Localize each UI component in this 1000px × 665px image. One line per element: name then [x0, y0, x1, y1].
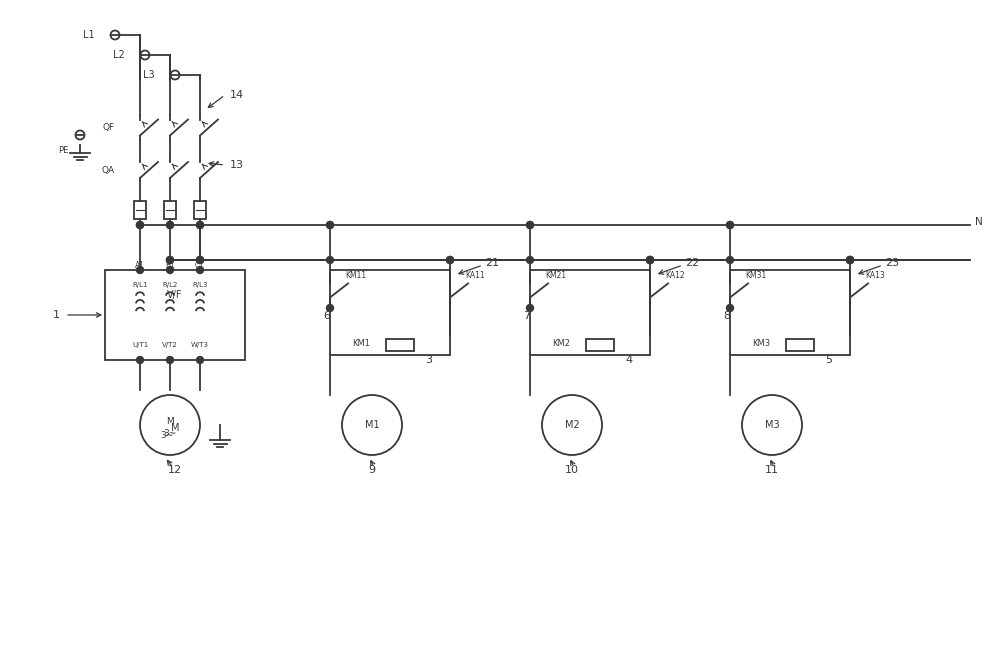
- Circle shape: [197, 356, 204, 364]
- Text: 21: 21: [485, 258, 499, 268]
- Circle shape: [327, 257, 334, 263]
- Text: B1: B1: [165, 261, 175, 269]
- Bar: [530, 270, 650, 355]
- Bar: [105, 270, 245, 360]
- Text: L1: L1: [83, 30, 95, 40]
- Text: M2: M2: [565, 420, 579, 430]
- Text: L3: L3: [143, 70, 155, 80]
- Text: QA: QA: [102, 166, 115, 174]
- Circle shape: [846, 257, 854, 263]
- Circle shape: [197, 221, 204, 229]
- Circle shape: [447, 257, 454, 263]
- Text: KM2: KM2: [552, 338, 570, 348]
- Text: KA13: KA13: [865, 271, 885, 280]
- Circle shape: [167, 356, 174, 364]
- Text: 10: 10: [565, 465, 579, 475]
- Text: KM1: KM1: [352, 338, 370, 348]
- Circle shape: [526, 305, 534, 311]
- Bar: [386, 339, 414, 351]
- Text: KA11: KA11: [465, 271, 485, 280]
- Text: M: M: [171, 423, 179, 433]
- Circle shape: [167, 221, 174, 229]
- Circle shape: [137, 267, 144, 273]
- Text: R/L1: R/L1: [132, 282, 148, 288]
- Circle shape: [526, 257, 534, 263]
- Text: KM11: KM11: [345, 271, 366, 280]
- Circle shape: [846, 257, 854, 263]
- Bar: [586, 339, 614, 351]
- Text: QF: QF: [103, 123, 115, 132]
- Text: 7: 7: [523, 311, 531, 321]
- Text: 14: 14: [230, 90, 244, 100]
- Circle shape: [167, 221, 174, 229]
- Text: L2: L2: [113, 50, 125, 60]
- Circle shape: [646, 257, 654, 263]
- Text: 5: 5: [825, 355, 832, 365]
- Text: 23: 23: [885, 258, 899, 268]
- Text: V/T2: V/T2: [162, 342, 178, 348]
- Bar: [134, 201, 146, 219]
- Text: C1: C1: [195, 261, 205, 269]
- Circle shape: [197, 257, 204, 263]
- Text: 1: 1: [53, 310, 60, 320]
- Circle shape: [447, 257, 454, 263]
- Text: N: N: [975, 217, 983, 227]
- Text: U/T1: U/T1: [132, 342, 148, 348]
- Circle shape: [167, 257, 174, 263]
- Circle shape: [646, 257, 654, 263]
- Text: 22: 22: [685, 258, 699, 268]
- Text: M1: M1: [365, 420, 379, 430]
- Circle shape: [726, 221, 734, 229]
- Circle shape: [726, 257, 734, 263]
- Circle shape: [726, 305, 734, 311]
- Circle shape: [646, 257, 654, 263]
- Text: M: M: [166, 418, 174, 426]
- Text: KM21: KM21: [545, 271, 566, 280]
- Text: 4: 4: [625, 355, 632, 365]
- Text: V/F: V/F: [167, 290, 183, 300]
- Circle shape: [526, 221, 534, 229]
- Text: 12: 12: [168, 465, 182, 475]
- Circle shape: [137, 221, 144, 229]
- Bar: [786, 339, 814, 351]
- Text: KM3: KM3: [752, 338, 770, 348]
- Circle shape: [167, 257, 174, 263]
- Text: 8: 8: [723, 311, 731, 321]
- Text: 13: 13: [230, 160, 244, 170]
- Text: W/T3: W/T3: [191, 342, 209, 348]
- Bar: [730, 270, 850, 355]
- Circle shape: [327, 221, 334, 229]
- Text: M3: M3: [765, 420, 779, 430]
- Circle shape: [197, 221, 204, 229]
- Bar: [164, 201, 176, 219]
- Circle shape: [197, 257, 204, 263]
- Text: 3: 3: [425, 355, 432, 365]
- Circle shape: [726, 221, 734, 229]
- Circle shape: [197, 267, 204, 273]
- Text: R/L3: R/L3: [192, 282, 208, 288]
- Text: PE: PE: [58, 146, 68, 154]
- Text: 3~: 3~: [160, 430, 174, 440]
- Circle shape: [167, 267, 174, 273]
- Text: A1: A1: [135, 261, 145, 269]
- Text: KA12: KA12: [665, 271, 685, 280]
- Circle shape: [846, 257, 854, 263]
- Circle shape: [137, 221, 144, 229]
- Bar: [330, 270, 450, 355]
- Text: 11: 11: [765, 465, 779, 475]
- Circle shape: [327, 305, 334, 311]
- Text: 6: 6: [324, 311, 331, 321]
- Text: 3~: 3~: [163, 428, 177, 438]
- Circle shape: [137, 356, 144, 364]
- Text: KM31: KM31: [745, 271, 766, 280]
- Circle shape: [526, 221, 534, 229]
- Circle shape: [327, 221, 334, 229]
- Text: R/L2: R/L2: [162, 282, 178, 288]
- Text: 9: 9: [368, 465, 376, 475]
- Bar: [194, 201, 206, 219]
